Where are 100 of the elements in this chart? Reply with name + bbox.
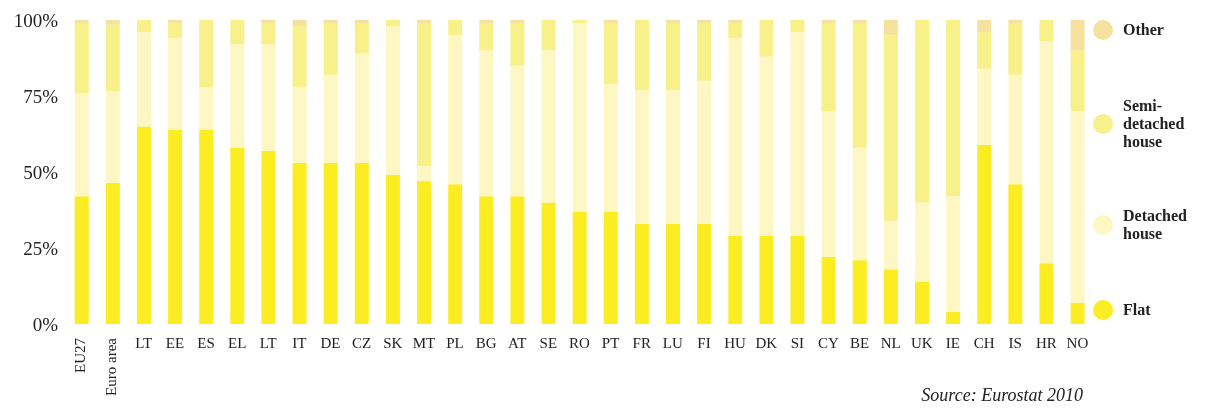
bar xyxy=(417,23,432,166)
bar xyxy=(448,35,463,185)
bar xyxy=(105,24,120,92)
bar xyxy=(572,211,587,324)
legend-label: Other xyxy=(1123,21,1165,39)
x-tick-label: UK xyxy=(911,335,933,351)
bar xyxy=(1070,111,1085,303)
bar xyxy=(385,175,400,324)
bar xyxy=(1039,263,1054,324)
bar xyxy=(261,44,276,151)
x-tick-label: CY xyxy=(818,335,840,351)
x-tick-label: ES xyxy=(197,335,215,351)
bar xyxy=(697,20,712,24)
bar xyxy=(541,202,556,324)
bar xyxy=(199,86,214,130)
bar xyxy=(168,23,183,39)
x-tick-label: SK xyxy=(383,335,403,351)
legend-label: Flat xyxy=(1123,300,1152,319)
x-tick-label: SI xyxy=(790,335,805,351)
bar xyxy=(230,20,245,45)
bar xyxy=(448,184,463,324)
bar xyxy=(168,38,183,130)
bar xyxy=(1070,20,1085,51)
bar xyxy=(417,20,432,24)
bar xyxy=(74,196,89,324)
bar xyxy=(74,20,89,24)
bar xyxy=(261,20,276,24)
bar xyxy=(199,20,214,87)
bar xyxy=(852,23,867,148)
x-tick-label: NL xyxy=(880,335,901,351)
bar xyxy=(292,20,307,27)
x-tick-label: BG xyxy=(475,335,497,351)
bar xyxy=(697,80,712,224)
bar xyxy=(603,83,618,212)
bar xyxy=(666,20,681,24)
bar xyxy=(572,23,587,212)
bar xyxy=(821,257,836,324)
bar xyxy=(883,35,898,221)
bar xyxy=(1039,41,1054,264)
bar xyxy=(1008,74,1023,185)
bar xyxy=(136,20,151,33)
bar xyxy=(790,32,805,236)
x-tick-label: PT xyxy=(601,335,620,351)
bar xyxy=(977,68,992,145)
bar xyxy=(572,20,587,24)
bar xyxy=(136,32,151,127)
bar xyxy=(105,20,120,25)
bar xyxy=(541,50,556,203)
bar xyxy=(510,23,525,66)
bar xyxy=(883,20,898,36)
y-tick-label: 25% xyxy=(23,237,59,259)
bar xyxy=(790,235,805,324)
bar xyxy=(914,202,929,282)
bar xyxy=(852,147,867,261)
x-tick-label: BE xyxy=(850,335,870,351)
bar xyxy=(74,23,89,93)
bar xyxy=(385,26,400,176)
bar xyxy=(1070,302,1085,324)
bar xyxy=(1039,20,1054,42)
x-tick-label: EL xyxy=(228,335,247,351)
bar xyxy=(821,20,836,24)
bar xyxy=(510,20,525,24)
bar xyxy=(634,89,649,224)
x-tick-label: DE xyxy=(320,335,341,351)
bar xyxy=(230,147,245,324)
bar xyxy=(697,223,712,324)
bar xyxy=(883,220,898,270)
legend-label: Detached house xyxy=(1123,207,1188,244)
bar xyxy=(790,20,805,33)
x-tick-label: LU xyxy=(662,335,684,351)
bar xyxy=(261,23,276,45)
bar xyxy=(1008,20,1023,24)
bar xyxy=(759,56,774,236)
bar xyxy=(977,32,992,69)
bar xyxy=(914,281,929,324)
bar xyxy=(728,38,743,236)
x-tick-label: AT xyxy=(508,335,527,351)
bar xyxy=(946,20,961,197)
bar xyxy=(914,20,929,203)
bar xyxy=(230,44,245,148)
x-tick-label: HU xyxy=(724,335,747,351)
x-tick-label: RO xyxy=(569,335,591,351)
bar xyxy=(417,181,432,324)
x-tick-label: NO xyxy=(1066,335,1089,351)
x-tick-label: IS xyxy=(1008,335,1022,351)
x-tick-label: LT xyxy=(259,335,277,351)
bar xyxy=(759,235,774,324)
bar xyxy=(728,20,743,24)
x-tick-label: IT xyxy=(292,335,307,351)
bar xyxy=(74,92,89,197)
bar xyxy=(634,223,649,324)
bar xyxy=(510,65,525,197)
bar xyxy=(634,20,649,90)
bar xyxy=(417,165,432,182)
x-tick-label: EU27 xyxy=(72,337,88,373)
bar xyxy=(946,196,961,312)
x-tick-label: LT xyxy=(135,335,153,351)
y-tick-label: 100% xyxy=(13,9,59,31)
bar xyxy=(666,23,681,90)
bar xyxy=(479,50,494,197)
